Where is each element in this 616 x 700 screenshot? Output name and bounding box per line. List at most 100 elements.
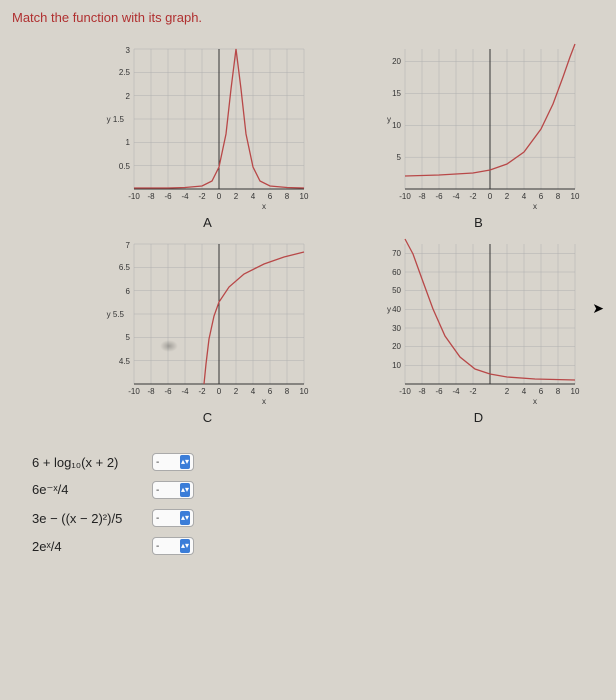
answer-select-3[interactable]: - ▴▾: [152, 537, 194, 555]
chart-cell-B: -10-8-6-4-20246810 x 5101520 y B: [353, 43, 604, 230]
svg-text:-4: -4: [452, 192, 460, 201]
svg-text:10: 10: [299, 387, 308, 396]
svg-text:8: 8: [284, 192, 289, 201]
svg-text:-10: -10: [399, 192, 411, 201]
select-value-0: -: [156, 457, 159, 468]
svg-text:y 5.5: y 5.5: [106, 310, 124, 319]
svg-text:-6: -6: [435, 387, 443, 396]
answer-formula-0: 6 + log₁₀(x + 2): [32, 455, 152, 470]
svg-text:6: 6: [538, 192, 543, 201]
svg-text:-2: -2: [469, 192, 477, 201]
svg-text:0.5: 0.5: [118, 162, 130, 171]
svg-text:x: x: [262, 397, 266, 406]
svg-text:40: 40: [392, 305, 401, 314]
svg-text:y 1.5: y 1.5: [106, 115, 124, 124]
question-text: Match the function with its graph.: [12, 10, 604, 25]
svg-text:10: 10: [570, 192, 579, 201]
svg-text:8: 8: [284, 387, 289, 396]
answer-select-2[interactable]: - ▴▾: [152, 509, 194, 527]
svg-text:-8: -8: [418, 192, 426, 201]
chart-B: -10-8-6-4-20246810 x 5101520 y: [369, 43, 589, 213]
svg-text:20: 20: [392, 342, 401, 351]
svg-text:-8: -8: [418, 387, 426, 396]
svg-text:6: 6: [125, 287, 130, 296]
chart-label-D: D: [474, 410, 483, 425]
answer-list: 6 + log₁₀(x + 2) - ▴▾ 6e⁻ˣ/4 - ▴▾ 3e − (…: [12, 453, 604, 555]
svg-text:0: 0: [487, 192, 492, 201]
cursor-icon: ➤: [592, 300, 604, 317]
chart-cell-A: -10-8-6-4-20246810 x 0.51y 1.522.53 A: [82, 43, 333, 230]
chart-cell-C: -10-8-6-4-20246810 x 4.55y 5.566.57 C: [82, 238, 333, 425]
answer-formula-2: 3e − ((x − 2)²)/5: [32, 511, 152, 526]
svg-text:2: 2: [504, 192, 509, 201]
svg-text:8: 8: [555, 192, 560, 201]
svg-text:-6: -6: [435, 192, 443, 201]
svg-text:-4: -4: [452, 387, 460, 396]
svg-text:y: y: [387, 115, 391, 124]
select-value-3: -: [156, 541, 159, 552]
svg-text:-4: -4: [181, 387, 189, 396]
svg-text:-2: -2: [198, 387, 206, 396]
chart-label-B: B: [474, 215, 483, 230]
svg-text:x: x: [533, 397, 537, 406]
svg-text:10: 10: [570, 387, 579, 396]
answer-row-3: 2eˣ/4 - ▴▾: [32, 537, 604, 555]
answer-row-0: 6 + log₁₀(x + 2) - ▴▾: [32, 453, 604, 471]
svg-text:-10: -10: [128, 192, 140, 201]
svg-text:-10: -10: [399, 387, 411, 396]
answer-select-1[interactable]: - ▴▾: [152, 481, 194, 499]
svg-text:-10: -10: [128, 387, 140, 396]
svg-text:10: 10: [392, 361, 401, 370]
svg-text:6.5: 6.5: [118, 263, 130, 272]
chart-D: -10-8-6-4-2246810 x 10203040506070 y: [369, 238, 589, 408]
chart-A: -10-8-6-4-20246810 x 0.51y 1.522.53: [98, 43, 318, 213]
chart-label-A: A: [203, 215, 212, 230]
svg-text:10: 10: [299, 192, 308, 201]
svg-text:4: 4: [521, 387, 526, 396]
svg-text:2: 2: [233, 387, 238, 396]
svg-text:20: 20: [392, 57, 401, 66]
svg-text:6: 6: [538, 387, 543, 396]
svg-text:-2: -2: [198, 192, 206, 201]
svg-text:-2: -2: [469, 387, 477, 396]
chart-cell-D: -10-8-6-4-2246810 x 10203040506070 y D: [353, 238, 604, 425]
svg-text:-4: -4: [181, 192, 189, 201]
svg-text:30: 30: [392, 324, 401, 333]
svg-text:6: 6: [267, 192, 272, 201]
svg-text:3: 3: [125, 46, 130, 55]
photo-shadow: [160, 340, 178, 352]
svg-text:4: 4: [250, 192, 255, 201]
select-value-1: -: [156, 485, 159, 496]
svg-text:60: 60: [392, 268, 401, 277]
chart-label-C: C: [203, 410, 212, 425]
svg-text:5: 5: [125, 333, 130, 342]
answer-formula-3: 2eˣ/4: [32, 539, 152, 554]
svg-text:x: x: [262, 202, 266, 211]
svg-text:50: 50: [392, 286, 401, 295]
answer-select-0[interactable]: - ▴▾: [152, 453, 194, 471]
select-value-2: -: [156, 513, 159, 524]
chart-C: -10-8-6-4-20246810 x 4.55y 5.566.57: [98, 238, 318, 408]
svg-text:0: 0: [216, 387, 221, 396]
svg-text:0: 0: [216, 192, 221, 201]
svg-text:1: 1: [125, 138, 130, 147]
svg-text:x: x: [533, 202, 537, 211]
select-arrows-icon: ▴▾: [180, 455, 190, 469]
svg-text:y: y: [387, 305, 391, 314]
charts-grid: -10-8-6-4-20246810 x 0.51y 1.522.53 A: [12, 43, 604, 425]
svg-text:4.5: 4.5: [118, 357, 130, 366]
svg-text:-6: -6: [164, 387, 172, 396]
answer-row-2: 3e − ((x − 2)²)/5 - ▴▾: [32, 509, 604, 527]
svg-text:6: 6: [267, 387, 272, 396]
svg-text:4: 4: [250, 387, 255, 396]
svg-text:2: 2: [125, 92, 130, 101]
svg-text:2: 2: [504, 387, 509, 396]
svg-text:-6: -6: [164, 192, 172, 201]
svg-text:70: 70: [392, 249, 401, 258]
svg-text:15: 15: [392, 89, 401, 98]
select-arrows-icon: ▴▾: [180, 483, 190, 497]
answer-formula-1: 6e⁻ˣ/4: [32, 482, 152, 498]
svg-text:-8: -8: [147, 192, 155, 201]
svg-text:5: 5: [396, 153, 401, 162]
select-arrows-icon: ▴▾: [180, 539, 190, 553]
